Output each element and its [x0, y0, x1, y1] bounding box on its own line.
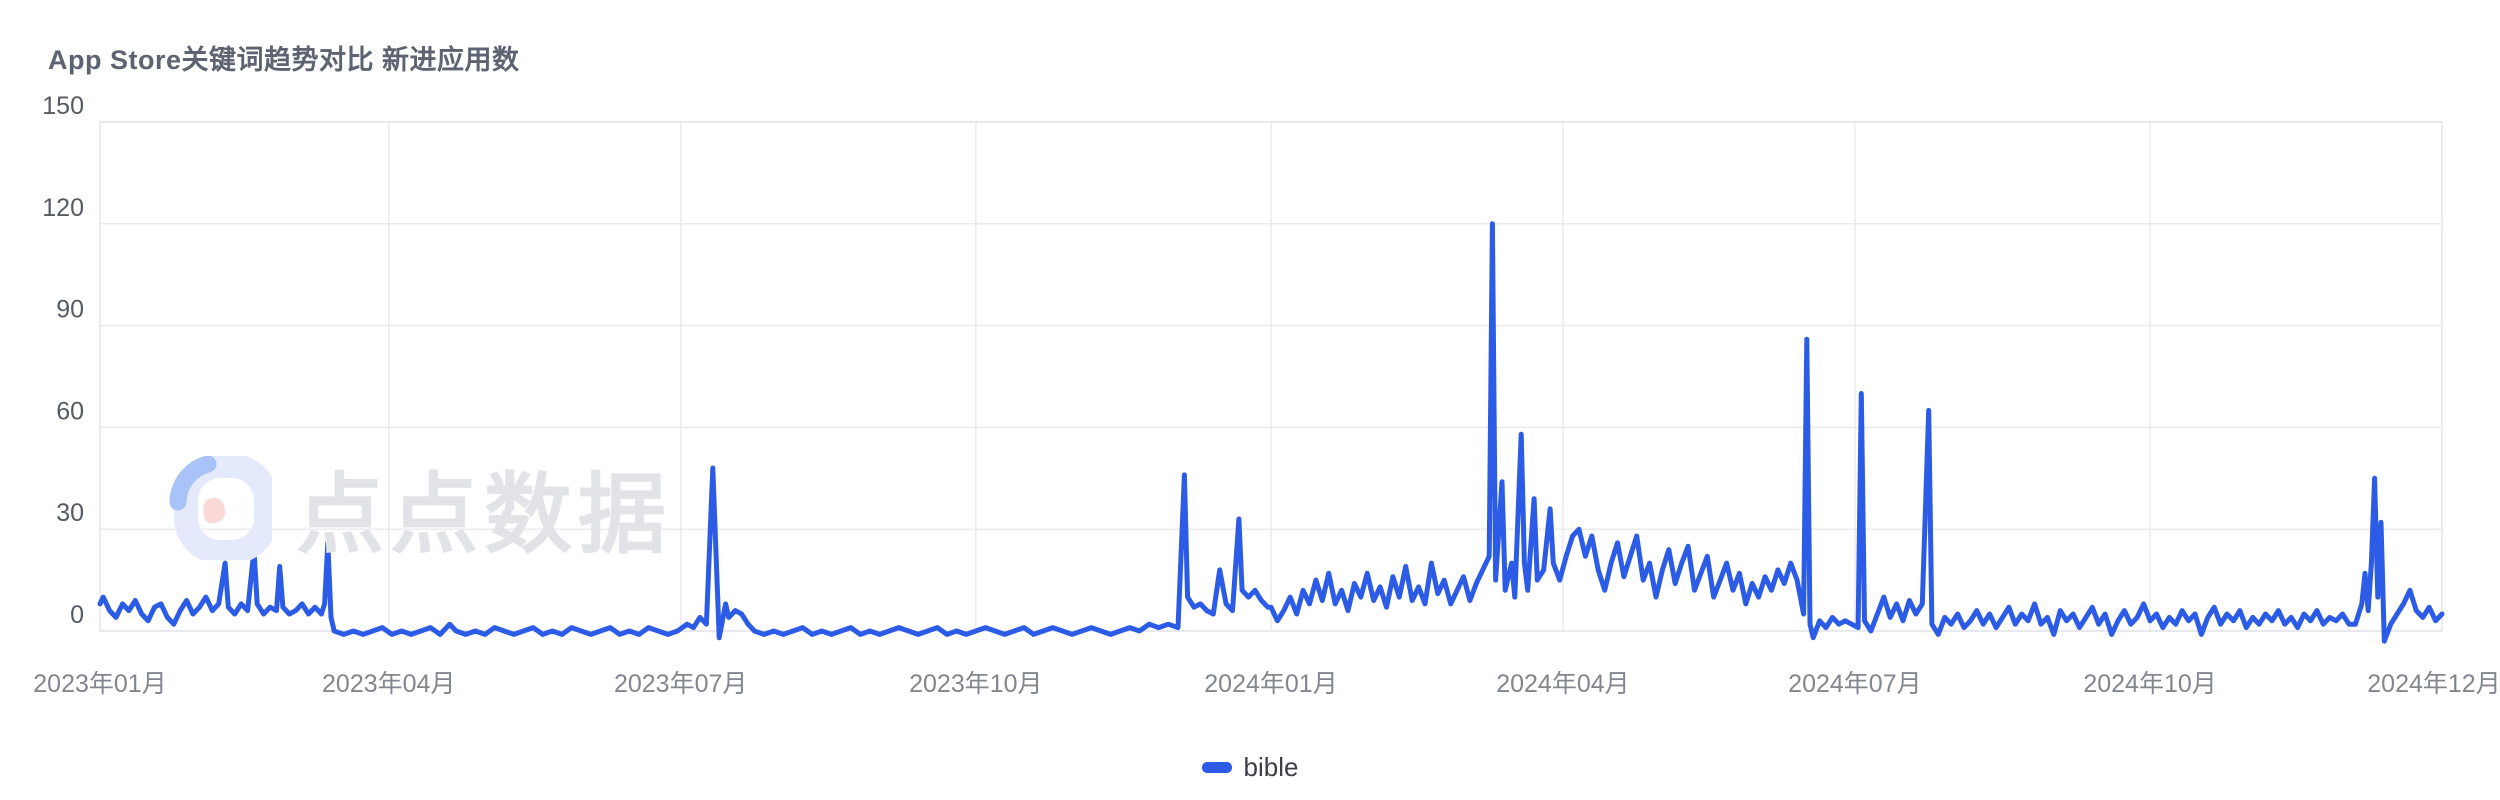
legend-label-bible[interactable]: bible	[1243, 752, 1299, 782]
plot-border	[99, 121, 2443, 632]
legend-swatch-bible[interactable]	[1201, 762, 1232, 773]
series-line-bible[interactable]	[97, 221, 2445, 644]
x-axis-label: 2023年10月	[909, 670, 1042, 698]
y-axis-label: 30	[56, 499, 84, 527]
x-axis-label: 2023年04月	[322, 670, 455, 698]
x-axis-label: 2024年07月	[1788, 670, 1921, 698]
y-axis-label: 0	[70, 601, 84, 629]
x-axis-label: 2024年04月	[1496, 670, 1629, 698]
x-axis-label: 2024年01月	[1204, 670, 1337, 698]
y-axis-label: 120	[42, 194, 84, 222]
x-axis-label: 2023年07月	[614, 670, 747, 698]
chart-title: App Store关键词趋势对比 新进应用数	[48, 45, 520, 75]
y-axis-label: 150	[42, 92, 84, 120]
x-axis-label: 2023年01月	[33, 670, 166, 698]
y-axis-label: 60	[56, 397, 84, 425]
x-axis-label: 2024年10月	[2083, 670, 2216, 698]
x-axis-label: 2024年12月	[2367, 670, 2500, 698]
legend[interactable]: bible	[0, 752, 2500, 783]
y-axis-label: 90	[56, 296, 84, 324]
